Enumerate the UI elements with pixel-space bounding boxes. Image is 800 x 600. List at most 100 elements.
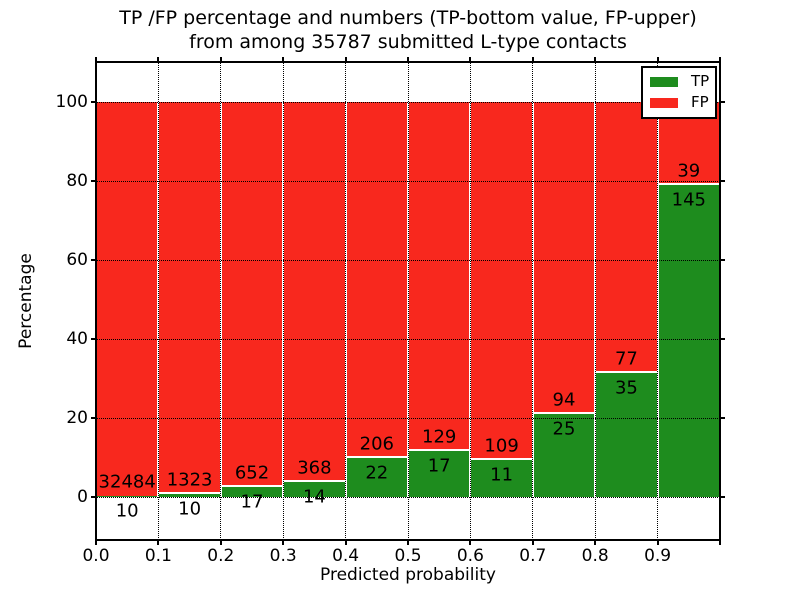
- x-tick: [469, 540, 472, 545]
- gridline-vertical: [345, 62, 347, 540]
- gridline-horizontal: [96, 338, 720, 340]
- fp-count-label: 129: [422, 426, 457, 448]
- fp-count-label: 652: [234, 462, 270, 483]
- x-tick: [219, 540, 222, 545]
- gridline-horizontal: [96, 496, 720, 498]
- x-tick-label: 0.9: [644, 546, 672, 566]
- y-tick: [91, 258, 96, 261]
- bar-segment-tp: [658, 185, 719, 497]
- gridline-vertical: [469, 62, 471, 540]
- x-tick-label: 0.2: [207, 546, 235, 566]
- x-tick: [594, 540, 597, 545]
- x-tick-label: 0.7: [519, 546, 547, 566]
- tp-count-label: 14: [302, 486, 326, 508]
- chart-title-line1: TP /FP percentage and numbers (TP-bottom…: [119, 7, 697, 29]
- y-tick-right: [720, 179, 725, 182]
- y-tick: [91, 416, 96, 419]
- gridline-vertical: [657, 62, 659, 540]
- y-tick: [91, 179, 96, 182]
- y-tick-right: [720, 495, 725, 498]
- fp-count-label: 94: [552, 389, 576, 411]
- y-tick: [91, 495, 96, 498]
- bar-group-0.2: [221, 101, 283, 497]
- plot-area: TP FP 32484 10 1323 10 652 17 368 14 206 22 129 17 1…: [95, 61, 721, 541]
- tp-count-label: 17: [240, 491, 264, 512]
- x-tick-top: [219, 57, 222, 62]
- tp-count-label: 25: [552, 418, 576, 440]
- gridline-vertical: [282, 62, 284, 540]
- x-tick-top: [656, 57, 659, 62]
- bar-group-0.6: [471, 101, 532, 497]
- x-tick-top: [531, 57, 534, 62]
- bar-segment-tp: [221, 486, 283, 497]
- x-tick-top: [719, 57, 721, 62]
- x-tick-label: 0.0: [82, 546, 110, 566]
- x-tick: [157, 540, 160, 545]
- legend: TP FP: [641, 66, 717, 119]
- x-tick: [656, 540, 659, 545]
- fp-count-label: 32484: [98, 471, 156, 493]
- y-tick: [91, 100, 96, 103]
- gridline-horizontal: [96, 101, 720, 103]
- x-tick-top: [469, 57, 472, 62]
- x-tick-label: 0.1: [144, 546, 172, 566]
- x-tick: [719, 540, 721, 545]
- legend-swatch-fp-icon: [650, 97, 678, 108]
- bar-segment-tp: [471, 460, 532, 497]
- bar-segment-tp: [409, 450, 470, 497]
- tp-count-label: 22: [365, 462, 389, 484]
- legend-swatch-tp-icon: [650, 76, 678, 87]
- x-tick-label: 0.6: [456, 546, 484, 566]
- legend-entry-tp: TP: [643, 71, 715, 92]
- legend-label-fp: FP: [691, 93, 709, 111]
- tp-count-label: 10: [178, 498, 202, 520]
- y-tick-label: 40: [66, 328, 88, 349]
- bar-segment-tp: [596, 373, 657, 497]
- fp-count-label: 1323: [166, 469, 213, 491]
- x-tick-label: 0.3: [269, 546, 297, 566]
- bar-segment-tp: [533, 413, 595, 497]
- y-tick-right: [720, 258, 725, 261]
- fp-count-label: 206: [359, 433, 394, 455]
- x-tick: [282, 540, 285, 545]
- fp-count-label: 368: [297, 457, 332, 479]
- bar-group-0.5: [409, 101, 470, 497]
- x-tick-top: [594, 57, 597, 62]
- bar-group-0.7: [533, 101, 595, 497]
- x-tick: [407, 540, 409, 545]
- bar-group-0.1: [159, 101, 220, 497]
- x-tick-label: 0.5: [394, 546, 422, 566]
- y-tick-label: 100: [55, 91, 88, 112]
- bar-segment-tp: [346, 458, 407, 497]
- y-tick-label: 20: [66, 407, 88, 428]
- x-tick-top: [157, 57, 160, 62]
- gridline-vertical: [407, 62, 409, 540]
- tp-count-label: 10: [115, 500, 139, 522]
- y-tick-right: [720, 100, 725, 103]
- bar-segment-tp: [159, 493, 220, 497]
- gridline-horizontal: [96, 417, 720, 419]
- y-tick-label: 80: [66, 170, 88, 191]
- legend-entry-fp: FP: [643, 92, 715, 113]
- y-tick: [91, 337, 96, 340]
- gridline-vertical: [532, 62, 534, 540]
- tp-count-label: 17: [427, 455, 451, 477]
- y-tick-label: 0: [77, 486, 88, 507]
- y-tick-label: 60: [66, 249, 88, 270]
- x-tick: [531, 540, 534, 545]
- x-tick-label: 0.4: [332, 546, 360, 566]
- tp-count-label: 145: [671, 189, 706, 211]
- gridline-horizontal: [96, 180, 720, 182]
- bar-group-0.3: [284, 101, 345, 497]
- gridline-vertical: [157, 62, 159, 540]
- y-tick-right: [720, 337, 725, 340]
- x-tick: [344, 540, 347, 545]
- legend-label-tp: TP: [691, 72, 710, 90]
- tp-count-label: 11: [490, 464, 514, 486]
- x-tick-top: [95, 57, 97, 62]
- chart-title-line2: from among 35787 submitted L-type contac…: [189, 31, 627, 53]
- bar-segment-tp: [284, 482, 345, 497]
- bar-group-0.4: [346, 101, 407, 497]
- x-axis-label: Predicted probability: [320, 565, 496, 585]
